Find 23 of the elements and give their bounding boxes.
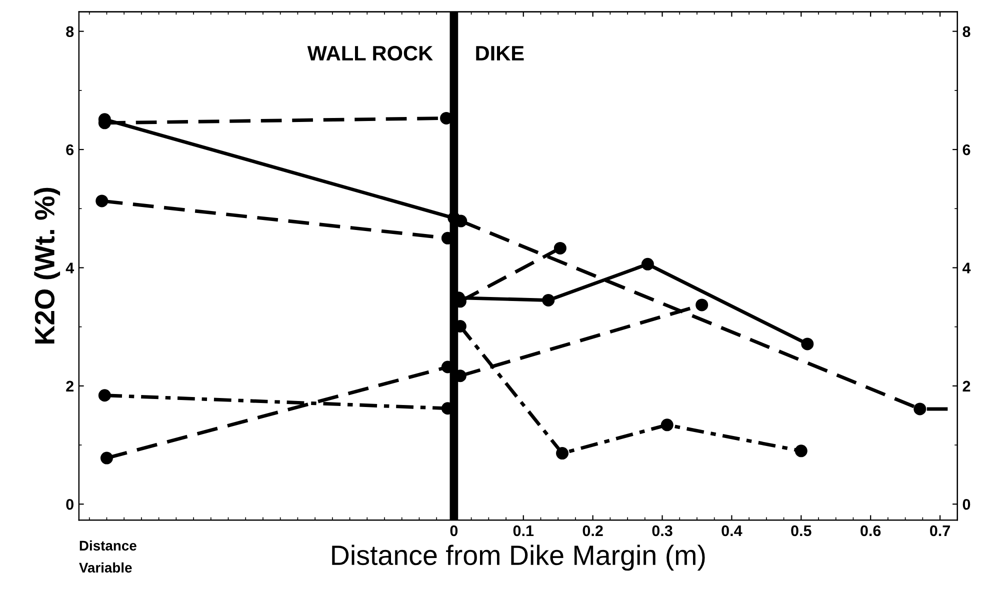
x-tick-label: 0.1: [513, 525, 534, 536]
annotation: DIKE: [476, 46, 524, 60]
y2-tick-label: 8: [962, 26, 970, 38]
x-tick-label: 0.4: [722, 525, 742, 536]
y-tick-label: 6: [66, 144, 74, 156]
x-tick-label: 0.3: [652, 525, 672, 536]
annotation: WALL ROCK: [307, 46, 433, 61]
x-tick-label: 0: [450, 525, 458, 536]
x-tick-label: 0.2: [582, 525, 603, 536]
y-axis-title: K2O (Wt. %): [34, 188, 60, 344]
y2-tick-label: 4: [962, 262, 971, 274]
y2-tick-label: 2: [962, 380, 970, 392]
text: Distance Variable: [79, 540, 136, 573]
y2-tick-label: 0: [962, 498, 970, 510]
y-tick-label: 4: [66, 262, 74, 274]
x-tick-label: 0.5: [791, 525, 812, 536]
x-axis-title: Distance from Dike Margin (m): [332, 544, 705, 571]
y-tick-label: 8: [66, 26, 74, 38]
x-tick-label: 0.6: [860, 525, 881, 536]
y2-tick-label: 6: [962, 144, 970, 156]
y-tick-label: 0: [66, 498, 74, 510]
x-tick-label: 0.7: [930, 525, 950, 536]
y-tick-label: 2: [66, 380, 74, 392]
